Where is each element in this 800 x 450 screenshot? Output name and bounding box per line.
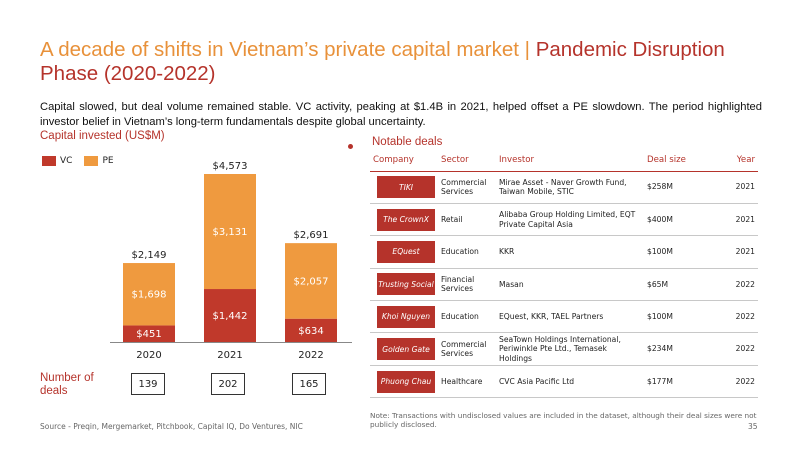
deal-count-2021: 202 — [211, 373, 245, 395]
bar-value-label: $3,131 — [213, 227, 248, 238]
x-tick-label: 2022 — [298, 350, 323, 361]
company-cell: The CrownX — [370, 203, 438, 237]
header-investor: Investor — [496, 150, 644, 172]
company-cell: EQuest — [370, 235, 438, 269]
investor-cell: CVC Asia Pacific Ltd — [496, 365, 644, 399]
table-row: EQuest Education KKR $100M 2021 — [370, 235, 758, 269]
sector-cell: Financial Services — [438, 268, 496, 302]
company-badge: TIKI — [377, 176, 435, 199]
deal-size-cell: $258M — [644, 171, 716, 204]
bar-pe-2022 — [285, 243, 337, 319]
bar-vc-2020 — [123, 325, 175, 342]
title-phase: Pandemic Disruption Phase (2020-2022) — [40, 38, 725, 85]
deal-count-2022: 165 — [292, 373, 326, 395]
x-tick-label: 2021 — [217, 350, 242, 361]
page-number: 35 — [748, 422, 758, 431]
table-row: Golden Gate Commercial Services SeaTown Ho… — [370, 332, 758, 366]
bar-pe-2021 — [204, 174, 256, 290]
deal-size-cell: $177M — [644, 365, 716, 399]
sector-cell: Education — [438, 235, 496, 269]
company-cell: Trusting Social — [370, 268, 438, 302]
year-cell: 2022 — [716, 300, 758, 334]
company-cell: TIKI — [370, 171, 438, 204]
deal-size-cell: $400M — [644, 203, 716, 237]
intro-paragraph: Capital slowed, but deal volume remained… — [40, 101, 762, 128]
sector-cell: Retail — [438, 203, 496, 237]
investor-cell: KKR — [496, 235, 644, 269]
bar-value-label: $2,057 — [294, 276, 329, 287]
table-row: The CrownX Retail Alibaba Group Holding Li… — [370, 203, 758, 237]
deal-size-cell: $65M — [644, 268, 716, 302]
bar-vc-2022 — [285, 318, 337, 342]
bar-pe-2020 — [123, 263, 175, 326]
company-badge: Trusting Social — [377, 273, 435, 296]
company-badge: Khoi Nguyen — [377, 305, 435, 328]
title-main: A decade of shifts in Vietnam’s private … — [40, 38, 519, 61]
bar-value-label: $1,698 — [132, 290, 167, 301]
header-year: Year — [716, 150, 758, 172]
title-separator: | — [518, 38, 536, 61]
deals-section-label: Notable deals — [372, 136, 443, 148]
number-of-deals-label: Number of deals — [40, 372, 94, 397]
bar-value-label: $1,442 — [213, 311, 248, 322]
sector-cell: Commercial Services — [438, 171, 496, 204]
table-row: TIKI Commercial Services Mirae Asset - Nav… — [370, 171, 758, 204]
investor-cell: Masan — [496, 268, 644, 302]
company-badge: Phuong Chau — [377, 370, 435, 393]
stacked-bar-chart: $451 $1,698 $2,149 2020 $1,442 $3,131 $4,573 20… — [110, 161, 352, 361]
bar-total-label: $2,149 — [132, 250, 167, 261]
header-company: Company — [370, 150, 438, 172]
bar-value-label: $634 — [298, 326, 323, 337]
company-badge: Golden Gate — [377, 338, 435, 361]
year-cell: 2022 — [716, 332, 758, 366]
deal-size-cell: $100M — [644, 235, 716, 269]
company-cell: Phuong Chau — [370, 365, 438, 399]
investor-cell: Alibaba Group Holding Limited, EQT Priva… — [496, 203, 644, 237]
header-deal-size: Deal size — [644, 150, 716, 172]
sector-cell: Education — [438, 300, 496, 334]
year-cell: 2022 — [716, 268, 758, 302]
legend-label-pe: PE — [102, 156, 114, 166]
investor-cell: EQuest, KKR, TAEL Partners — [496, 300, 644, 334]
x-tick-label: 2020 — [136, 350, 161, 361]
decorative-dot — [348, 144, 353, 149]
year-cell: 2021 — [716, 235, 758, 269]
table-body: TIKI Commercial Services Mirae Asset - Nav… — [370, 171, 758, 399]
company-badge: EQuest — [377, 240, 435, 263]
header-sector: Sector — [438, 150, 496, 172]
notable-deals-table: Company Sector Investor Deal size Year T… — [370, 150, 758, 399]
company-badge: The CrownX — [377, 208, 435, 231]
bar-vc-2021 — [204, 289, 256, 342]
table-header-row: Company Sector Investor Deal size Year — [370, 150, 758, 172]
table-row: Trusting Social Financial Services Masan $6… — [370, 268, 758, 302]
legend-swatch-vc — [42, 156, 56, 166]
legend-label-vc: VC — [60, 156, 73, 166]
deal-size-cell: $234M — [644, 332, 716, 366]
bar-value-label: $451 — [136, 329, 161, 340]
deal-size-cell: $100M — [644, 300, 716, 334]
bar-total-label: $2,691 — [294, 230, 329, 241]
chart-section-label: Capital invested (US$M) — [40, 130, 165, 142]
table-row: Phuong Chau Healthcare CVC Asia Pacific Lt… — [370, 365, 758, 399]
footnote: Note: Transactions with undisclosed valu… — [370, 411, 757, 429]
company-cell: Golden Gate — [370, 332, 438, 366]
page-title: A decade of shifts in Vietnam’s private … — [40, 38, 770, 86]
chart-legend: VC PE — [42, 156, 114, 166]
sector-cell: Healthcare — [438, 365, 496, 399]
investor-cell: SeaTown Holdings International, Periwink… — [496, 332, 644, 366]
source-note: Source - Preqin, Mergemarket, Pitchbook,… — [40, 422, 303, 431]
year-cell: 2021 — [716, 203, 758, 237]
investor-cell: Mirae Asset - Naver Growth Fund, Taiwan … — [496, 171, 644, 204]
bar-total-label: $4,573 — [213, 161, 248, 172]
year-cell: 2021 — [716, 171, 758, 204]
deal-count-2020: 139 — [131, 373, 165, 395]
year-cell: 2022 — [716, 365, 758, 399]
table-row: Khoi Nguyen Education EQuest, KKR, TAEL Pa… — [370, 300, 758, 334]
sector-cell: Commercial Services — [438, 332, 496, 366]
legend-swatch-pe — [84, 156, 99, 166]
company-cell: Khoi Nguyen — [370, 300, 438, 334]
